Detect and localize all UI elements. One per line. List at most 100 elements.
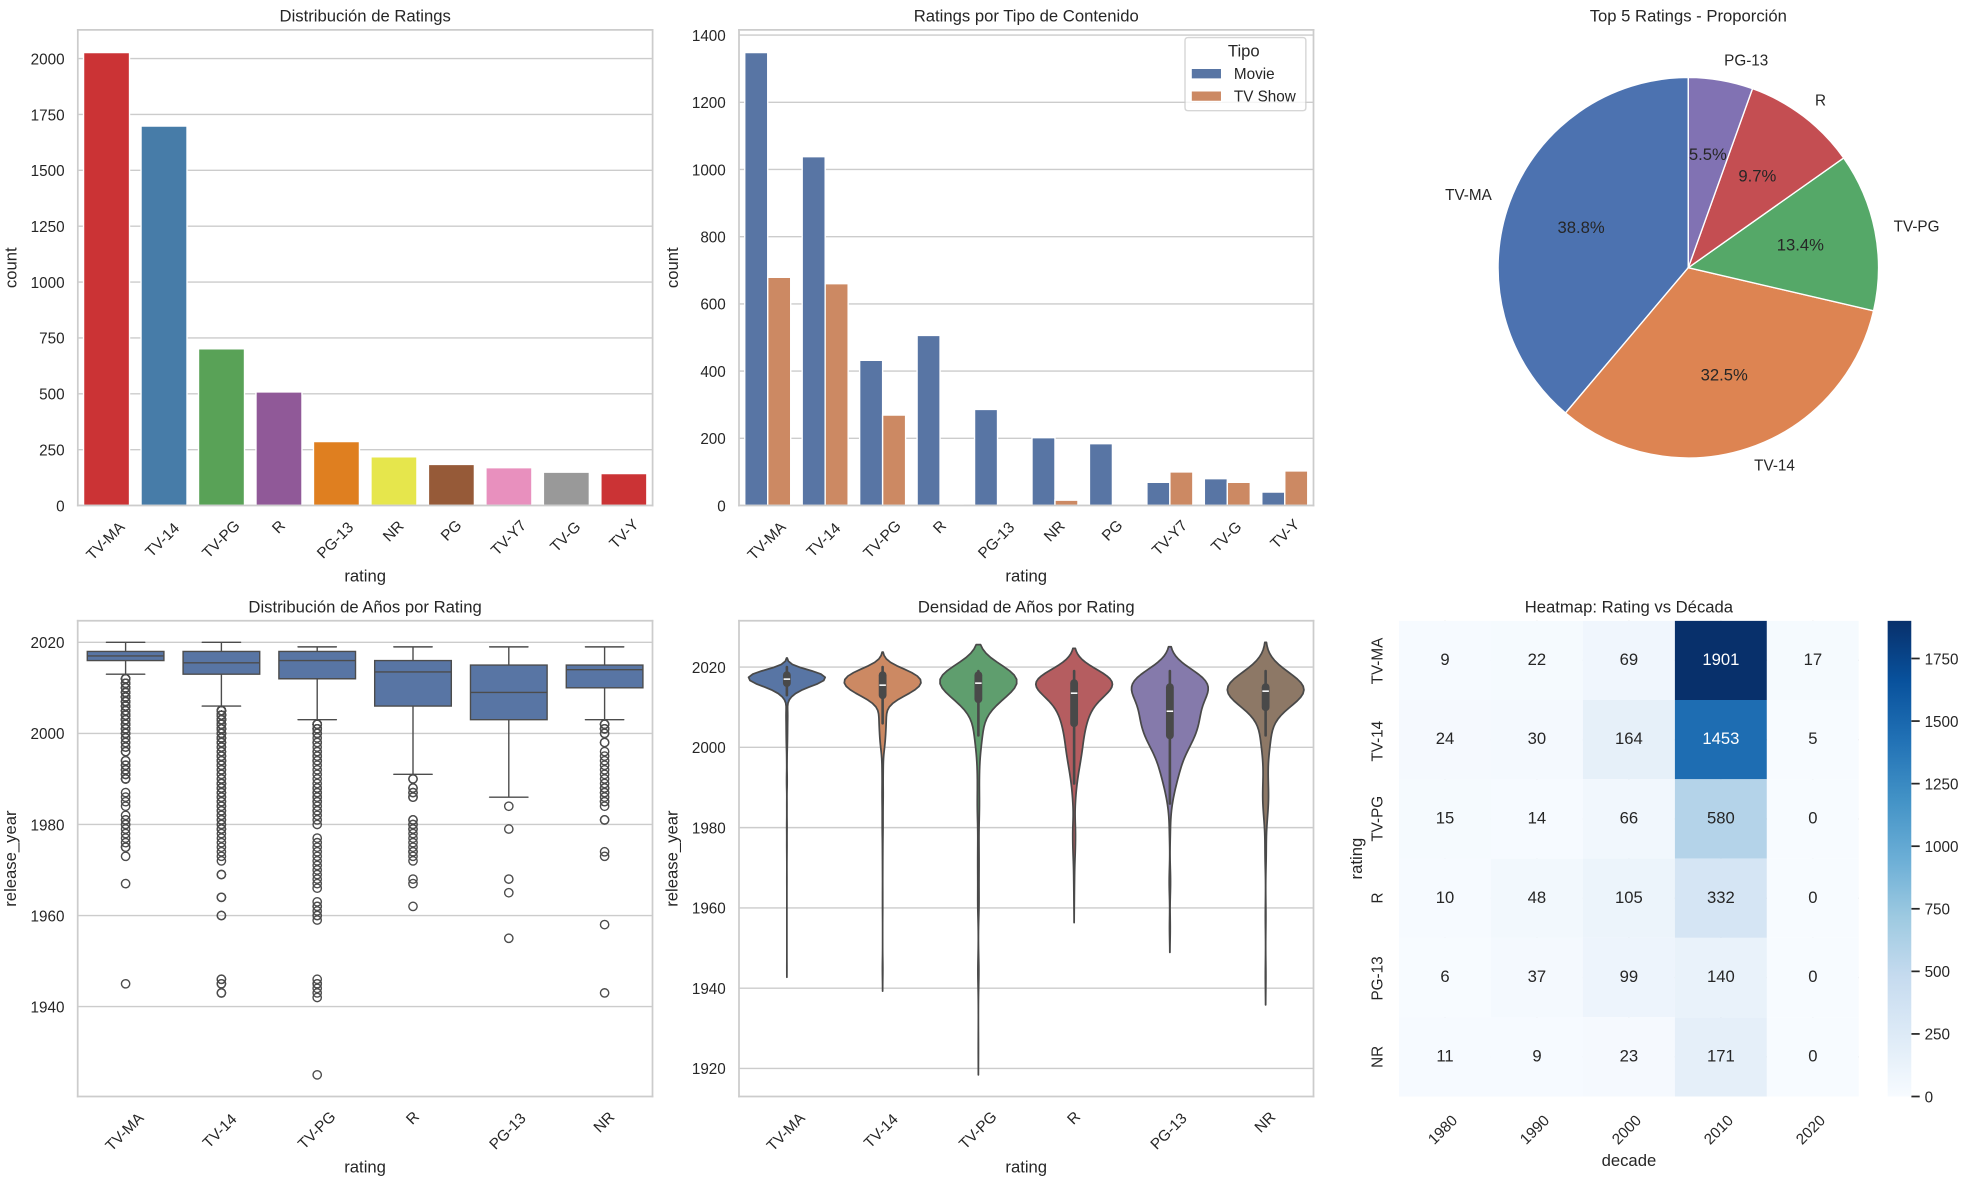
svg-text:500: 500 xyxy=(1925,964,1950,981)
svg-text:release_year: release_year xyxy=(1,810,20,907)
svg-text:TV-MA: TV-MA xyxy=(1370,637,1387,684)
svg-text:Densidad de Años por Rating: Densidad de Años por Rating xyxy=(918,597,1135,616)
svg-text:1400: 1400 xyxy=(692,28,726,45)
svg-text:13.4%: 13.4% xyxy=(1777,235,1824,254)
svg-text:750: 750 xyxy=(39,331,64,348)
svg-text:1000: 1000 xyxy=(31,275,65,292)
svg-text:2020: 2020 xyxy=(31,635,65,652)
svg-text:32.5%: 32.5% xyxy=(1701,366,1748,385)
svg-text:750: 750 xyxy=(1925,902,1950,919)
svg-text:10: 10 xyxy=(1436,888,1455,907)
svg-text:Ratings por Tipo de Contenido: Ratings por Tipo de Contenido xyxy=(914,7,1139,26)
svg-text:release_year: release_year xyxy=(662,810,681,907)
svg-text:R: R xyxy=(1370,893,1387,904)
svg-text:105: 105 xyxy=(1615,888,1643,907)
svg-text:1960: 1960 xyxy=(31,908,65,925)
svg-text:1960: 1960 xyxy=(692,901,726,918)
svg-text:0: 0 xyxy=(1925,1089,1934,1106)
svg-text:TV-MA: TV-MA xyxy=(1445,187,1492,204)
svg-text:1250: 1250 xyxy=(1925,776,1959,793)
svg-text:48: 48 xyxy=(1528,888,1547,907)
svg-text:69: 69 xyxy=(1620,650,1639,669)
svg-text:164: 164 xyxy=(1615,729,1643,748)
svg-text:5.5%: 5.5% xyxy=(1689,145,1727,164)
svg-text:15: 15 xyxy=(1436,809,1455,828)
svg-text:0: 0 xyxy=(1808,967,1817,986)
svg-text:rating: rating xyxy=(1347,838,1366,880)
svg-text:NR: NR xyxy=(1370,1046,1387,1068)
svg-text:1980: 1980 xyxy=(692,820,726,837)
svg-text:rating: rating xyxy=(344,1157,386,1176)
svg-text:decade: decade xyxy=(1602,1151,1657,1170)
svg-text:1940: 1940 xyxy=(31,999,65,1016)
svg-text:2000: 2000 xyxy=(692,740,726,757)
svg-text:1500: 1500 xyxy=(1925,714,1959,731)
svg-text:2020: 2020 xyxy=(692,660,726,677)
svg-text:140: 140 xyxy=(1707,967,1735,986)
svg-text:580: 580 xyxy=(1707,809,1735,828)
svg-text:1500: 1500 xyxy=(31,163,65,180)
svg-text:Distribución de Ratings: Distribución de Ratings xyxy=(280,7,451,26)
svg-text:99: 99 xyxy=(1620,967,1639,986)
svg-text:5: 5 xyxy=(1808,729,1817,748)
svg-text:0: 0 xyxy=(717,498,726,515)
svg-text:0: 0 xyxy=(1808,1046,1817,1065)
svg-text:0: 0 xyxy=(56,498,65,515)
svg-text:Distribución de Años por Ratin: Distribución de Años por Rating xyxy=(248,597,481,616)
svg-text:2000: 2000 xyxy=(31,726,65,743)
svg-text:30: 30 xyxy=(1528,729,1547,748)
svg-text:TV-PG: TV-PG xyxy=(1370,796,1387,842)
svg-text:17: 17 xyxy=(1804,650,1823,669)
svg-text:PG-13: PG-13 xyxy=(1370,956,1387,1000)
svg-text:23: 23 xyxy=(1620,1046,1639,1065)
svg-text:count: count xyxy=(2,247,21,288)
svg-text:1000: 1000 xyxy=(692,162,726,179)
svg-text:1920: 1920 xyxy=(692,1061,726,1078)
svg-text:TV-14: TV-14 xyxy=(1370,720,1387,761)
svg-text:PG-13: PG-13 xyxy=(1724,53,1768,70)
svg-text:22: 22 xyxy=(1528,650,1547,669)
svg-text:Top 5 Ratings - Proporción: Top 5 Ratings - Proporción xyxy=(1590,7,1787,26)
svg-text:Movie: Movie xyxy=(1234,66,1275,83)
svg-text:9: 9 xyxy=(1532,1046,1541,1065)
svg-text:0: 0 xyxy=(1808,809,1817,828)
svg-text:TV-14: TV-14 xyxy=(1754,458,1795,475)
svg-text:800: 800 xyxy=(700,229,725,246)
svg-text:38.8%: 38.8% xyxy=(1557,218,1604,237)
svg-text:200: 200 xyxy=(700,431,725,448)
svg-text:rating: rating xyxy=(1005,1157,1047,1176)
svg-text:400: 400 xyxy=(700,364,725,381)
svg-text:TV Show: TV Show xyxy=(1234,88,1297,105)
svg-text:TV-PG: TV-PG xyxy=(1894,219,1940,236)
svg-text:1940: 1940 xyxy=(692,981,726,998)
svg-text:9: 9 xyxy=(1440,650,1449,669)
svg-text:1453: 1453 xyxy=(1702,729,1739,748)
svg-text:1000: 1000 xyxy=(1925,839,1959,856)
svg-text:rating: rating xyxy=(344,566,386,585)
svg-text:500: 500 xyxy=(39,387,64,404)
svg-text:171: 171 xyxy=(1707,1046,1735,1065)
svg-text:1750: 1750 xyxy=(31,107,65,124)
svg-text:1750: 1750 xyxy=(1925,651,1959,668)
svg-text:1200: 1200 xyxy=(692,95,726,112)
svg-text:Tipo: Tipo xyxy=(1228,41,1260,60)
svg-text:66: 66 xyxy=(1620,809,1639,828)
svg-text:332: 332 xyxy=(1707,888,1735,907)
svg-text:1250: 1250 xyxy=(31,219,65,236)
svg-text:R: R xyxy=(1815,92,1826,109)
svg-text:Heatmap: Rating vs Década: Heatmap: Rating vs Década xyxy=(1525,597,1734,616)
svg-text:9.7%: 9.7% xyxy=(1738,166,1776,185)
svg-text:11: 11 xyxy=(1436,1046,1453,1065)
svg-text:250: 250 xyxy=(1925,1027,1950,1044)
svg-text:0: 0 xyxy=(1808,888,1817,907)
svg-text:600: 600 xyxy=(700,297,725,314)
svg-text:2000: 2000 xyxy=(31,51,65,68)
svg-text:1980: 1980 xyxy=(31,817,65,834)
svg-text:rating: rating xyxy=(1005,566,1047,585)
svg-text:37: 37 xyxy=(1528,967,1547,986)
svg-text:1901: 1901 xyxy=(1702,650,1739,669)
svg-text:6: 6 xyxy=(1440,967,1449,986)
svg-text:250: 250 xyxy=(39,442,64,459)
svg-text:24: 24 xyxy=(1436,729,1455,748)
svg-text:14: 14 xyxy=(1528,809,1547,828)
